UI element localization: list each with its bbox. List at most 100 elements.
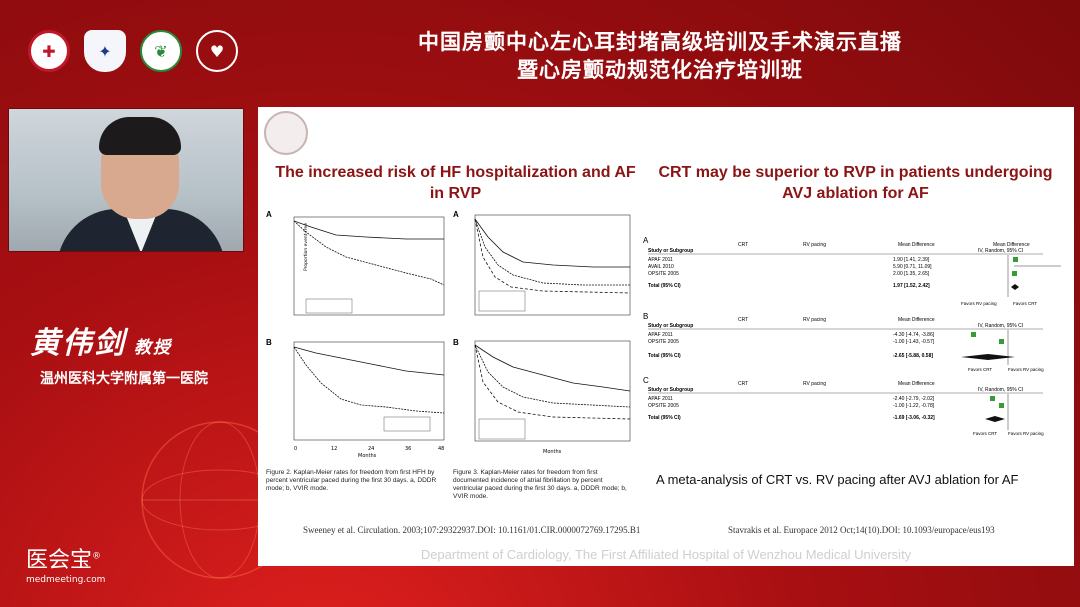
forest-c-total-diamond: [985, 416, 1005, 422]
reference-sweeney: Sweeney et al. Circulation. 2003;107:293…: [303, 525, 641, 535]
forest-a-row-3-study: OPSITE 2005: [648, 271, 679, 277]
figure-2-xtick-0: 0: [294, 446, 297, 452]
figure-2-xlabel: Months: [358, 453, 377, 457]
forest-c-point-2: [999, 403, 1004, 408]
university-emblem-icon: ❦: [140, 30, 182, 72]
forest-b-favours-left: Favors CRT: [968, 367, 992, 372]
forest-b-point-2: [999, 339, 1004, 344]
figure-2-km-curves: A Proportion event-free B 0 12 24 36 48 …: [266, 207, 451, 457]
forest-a-favours-left: Favors RV pacing: [961, 301, 997, 306]
forest-a-favours-right: Favors CRT: [1013, 301, 1037, 306]
society-logo-icon: ✚: [28, 30, 70, 72]
figure-3-panel-b-label: B: [453, 338, 459, 347]
figure-2a-curve-low: [293, 220, 444, 240]
forest-b-row-1-study: APAF 2011: [648, 332, 673, 338]
forest-c-total-md: -1.69 [-3.06, -0.32]: [893, 415, 935, 421]
event-title: 中国房颤中心左心耳封堵高级培训及手术演示直播 暨心房颤动规范化治疗培训班: [300, 28, 1020, 84]
figure-3-caption: Figure 3. Kaplan-Meier rates for freedom…: [453, 469, 627, 500]
forest-a-row-1-study: APAF 2011: [648, 257, 673, 263]
speaker-hair: [99, 117, 181, 155]
forest-c-row-1-md: -2.40 [-2.79, -2.02]: [893, 396, 935, 402]
figure-3b-curve-2: [474, 344, 631, 408]
forest-a-header-rv: RV pacing: [803, 242, 826, 248]
forest-b-total-md: -2.65 [-5.88, 0.58]: [893, 353, 933, 359]
forest-c-favours-right: Favors RV pacing: [1008, 431, 1044, 436]
forest-a-row-3-md: 2.00 [1.35, 2.65]: [893, 271, 930, 277]
forest-a-point-3: [1012, 271, 1017, 276]
forest-a-total-diamond: [1011, 284, 1019, 290]
forest-b-header-md: Mean Difference: [898, 317, 935, 323]
forest-b-row-1-md: -4.30 [-4.74, -3.86]: [893, 332, 935, 338]
meta-analysis-caption: A meta-analysis of CRT vs. RV pacing aft…: [656, 472, 1019, 487]
forest-b-row-2-md: -1.00 [-1.43, -0.57]: [893, 339, 935, 345]
forest-a-header-study: Study or Subgroup: [648, 248, 693, 254]
figure-2a-ylabel: Proportion event-free: [303, 223, 309, 271]
speaker-title: 教授: [134, 338, 172, 358]
forest-a-point-1: [1013, 257, 1018, 262]
reference-stavrakis: Stavrakis et al. Europace 2012 Oct;14(10…: [728, 525, 995, 535]
figure-2b-curve-high: [293, 346, 445, 414]
forest-b-header-rv: RV pacing: [803, 317, 826, 323]
forest-a-total-label: Total (95% CI): [648, 283, 681, 289]
figure-3b-curve-3: [474, 344, 631, 420]
forest-c-row-2-study: OPSITE 2005: [648, 403, 679, 409]
figure-2-caption: Figure 2. Kaplan-Meier rates for freedom…: [266, 469, 437, 492]
brand: 医会宝® medmeeting.com: [26, 542, 105, 585]
brand-url: medmeeting.com: [26, 575, 106, 585]
event-title-line-2: 暨心房颤动规范化治疗培训班: [517, 58, 803, 82]
forest-c-favours-left: Favors CRT: [973, 431, 997, 436]
forest-panel-b-label: B: [643, 312, 648, 321]
figure-3-panel-a-label: A: [453, 210, 459, 219]
figure-3-svg: A B Months: [453, 210, 631, 455]
forest-c-row-1-study: APAF 2011: [648, 396, 673, 402]
forest-b-point-1: [971, 332, 976, 337]
forest-plot: A Study or Subgroup CRT RV pacing Mean D…: [643, 235, 1063, 465]
forest-b-total-label: Total (95% CI): [648, 353, 681, 359]
forest-panel-a-label: A: [643, 236, 649, 245]
forest-a-row-2-study: AVAIL 2010: [648, 264, 674, 270]
event-title-line-1: 中国房颤中心左心耳封堵高级培训及手术演示直播: [418, 30, 902, 54]
figure-2b-curve-low: [293, 346, 445, 376]
figure-2-xtick-2: 24: [368, 446, 374, 452]
forest-c-point-1: [990, 396, 995, 401]
presentation-slide: The increased risk of HF hospitalization…: [258, 107, 1074, 566]
figure-2-xtick-4: 48: [438, 446, 444, 452]
figure-3a-curve-3: [474, 218, 631, 294]
figure-3b-legend: [478, 418, 526, 440]
figure-3a-curve-1: [474, 218, 630, 268]
figure-2-xtick-1: 12: [331, 446, 337, 452]
speaker-name: 黄伟剑 教授: [30, 318, 240, 362]
speaker-affiliation: 温州医科大学附属第一医院: [40, 371, 208, 387]
hospital-shield-icon: ✦: [84, 30, 126, 72]
figure-2b-legend: [383, 416, 431, 432]
figure-3a-curve-2: [474, 218, 630, 286]
forest-b-header-study: Study or Subgroup: [648, 323, 693, 329]
figure-3a-legend: [478, 290, 526, 312]
figure-2a-legend: [305, 298, 353, 314]
brand-mark: ®: [92, 551, 102, 562]
forest-a-total-md: 1.97 [1.52, 2.42]: [893, 283, 930, 289]
figure-3a-frame: [474, 214, 631, 316]
figure-3-xlabel: Months: [543, 449, 562, 455]
forest-c-header-rv: RV pacing: [803, 381, 826, 387]
forest-b-row-2-study: OPSITE 2005: [648, 339, 679, 345]
figure-2-panel-b-label: B: [266, 338, 272, 347]
forest-a-row-1-md: 1.90 [1.41, 2.39]: [893, 257, 930, 263]
forest-a-header-crt: CRT: [738, 242, 748, 248]
right-heading: CRT may be superior to RVP in patients u…: [658, 164, 1053, 202]
heart-foundation-icon: ♥: [196, 30, 238, 72]
figure-2-xtick-3: 36: [405, 446, 411, 452]
forest-a-header-md-right: Mean Difference: [993, 242, 1030, 248]
university-seal-icon: [264, 111, 308, 155]
speaker-name-text: 黄伟剑: [30, 326, 126, 361]
speaker-video[interactable]: [8, 108, 244, 252]
forest-c-row-2-md: -1.00 [-1.22, -0.78]: [893, 403, 935, 409]
forest-b-total-diamond: [961, 354, 1015, 360]
figure-3b-curve-1: [474, 344, 631, 392]
left-heading: The increased risk of HF hospitalization…: [275, 164, 636, 202]
forest-b-favours-right: Favors RV pacing: [1008, 367, 1044, 372]
logo-row: ✚ ✦ ❦ ♥: [28, 30, 238, 72]
forest-a-header-md: Mean Difference: [898, 242, 935, 248]
brand-name: 医会宝®: [26, 542, 105, 574]
figure-3-km-curves: A B Months: [453, 207, 638, 457]
